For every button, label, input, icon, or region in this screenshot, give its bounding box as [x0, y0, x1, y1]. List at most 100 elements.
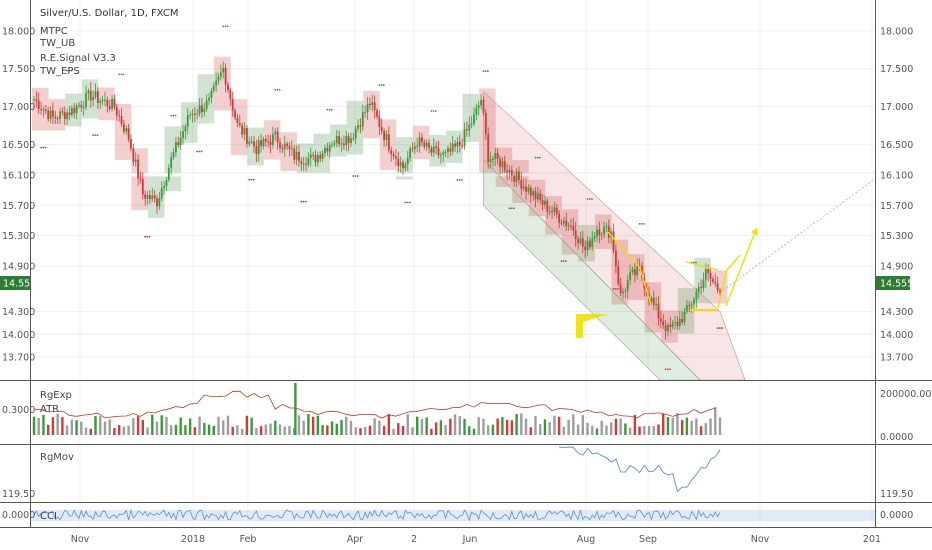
candle-body: [264, 139, 267, 142]
volume-bar: [151, 414, 154, 435]
indicator-label: TW_UB: [39, 38, 75, 49]
candle-body: [203, 108, 206, 113]
candle-body: [439, 154, 442, 156]
candle-body: [328, 145, 331, 152]
candle-body: [276, 131, 279, 143]
candle-body: [378, 116, 381, 127]
candle-body: [619, 283, 622, 294]
candle-body: [709, 273, 712, 279]
volume-bar: [671, 417, 674, 435]
volume-bar: [188, 418, 192, 435]
candle-body: [688, 305, 691, 307]
volume-bar: [61, 417, 64, 435]
candle-body: [413, 146, 416, 150]
candle-body: [437, 148, 440, 156]
volume-bar: [345, 416, 348, 435]
y-tick-label-right: 17.000: [880, 102, 913, 113]
signal-dot: [304, 200, 307, 203]
volume-bar: [680, 420, 684, 435]
signal-dot: [40, 146, 42, 149]
signal-dot: [591, 198, 593, 200]
volume-bar: [294, 383, 297, 435]
volume-bar: [231, 426, 234, 435]
signal-arrow: [717, 254, 741, 309]
candle-body: [361, 112, 364, 127]
candle-body: [184, 126, 187, 132]
signal-dot: [560, 260, 563, 262]
candle-body: [501, 161, 504, 168]
volume-bar: [236, 425, 239, 435]
volume-bar: [42, 414, 45, 435]
y-tick-label-right: 17.500: [880, 64, 913, 75]
candle-body: [515, 171, 518, 182]
time-axis: Nov 2018 Feb Apr 2 Jun Aug Sep Nov 201: [71, 534, 881, 545]
signal-dot: [510, 207, 513, 210]
candle-body: [196, 113, 199, 115]
candle-body: [125, 128, 128, 132]
candle-body: [274, 131, 277, 135]
signal-dot: [718, 327, 721, 329]
candle-body: [380, 126, 383, 131]
candle-body: [96, 91, 99, 103]
candle-body: [667, 324, 669, 332]
candle-body: [350, 138, 352, 144]
y-tick-label-left: 15.700: [2, 201, 35, 212]
signal-dot: [92, 134, 95, 136]
candle-body: [685, 305, 688, 312]
candle-body: [222, 67, 225, 73]
candle-body: [544, 200, 546, 205]
signal-arrow: [725, 231, 756, 307]
volume-bar: [591, 425, 594, 435]
volume-bar: [510, 420, 514, 435]
candle-body: [338, 135, 341, 145]
volume-bar: [463, 418, 466, 435]
candle-body: [657, 304, 660, 319]
candle-body: [430, 147, 433, 153]
candle-body: [333, 143, 336, 145]
volume-bar: [330, 421, 334, 435]
signal-dot: [408, 201, 411, 204]
volume-bar: [368, 425, 372, 435]
candle-body: [66, 112, 69, 120]
volume-bar: [449, 418, 452, 435]
signal-dot: [643, 223, 645, 225]
signal-dot: [300, 200, 303, 203]
candle-body: [234, 110, 236, 118]
candle-body: [165, 179, 168, 187]
volume-bar: [108, 419, 111, 435]
candle-body: [387, 134, 390, 151]
volume-bar: [179, 417, 182, 435]
candle-body: [676, 321, 679, 326]
candle-body: [489, 159, 492, 163]
candle-body: [300, 161, 303, 164]
signal-dot: [380, 84, 383, 87]
volume-bar: [472, 428, 476, 435]
candle-body: [603, 226, 605, 235]
candle-body: [331, 144, 333, 146]
candle-body: [458, 141, 461, 146]
volume-bar: [595, 428, 599, 435]
candle-body: [465, 129, 468, 131]
candle-body: [567, 225, 570, 227]
volume-bar: [543, 419, 547, 435]
candle-body: [127, 128, 130, 140]
candle-body: [134, 159, 137, 162]
candle-body: [219, 72, 222, 77]
volume-bar: [515, 414, 518, 435]
candle-body: [416, 145, 419, 147]
candle-body: [551, 211, 553, 213]
candle-body: [425, 142, 428, 147]
signal-dot: [588, 198, 591, 200]
candle-body: [716, 283, 719, 291]
price-badge-left: [0, 276, 30, 290]
signal-dot: [536, 156, 539, 159]
volume-bar: [174, 424, 178, 435]
candle-body: [496, 153, 499, 159]
candle-body: [719, 290, 721, 293]
candle-body: [44, 109, 47, 111]
candle-body: [354, 128, 357, 139]
x-tick-label: Feb: [240, 534, 257, 545]
volume-bar: [288, 425, 291, 435]
candle-body: [302, 163, 305, 165]
